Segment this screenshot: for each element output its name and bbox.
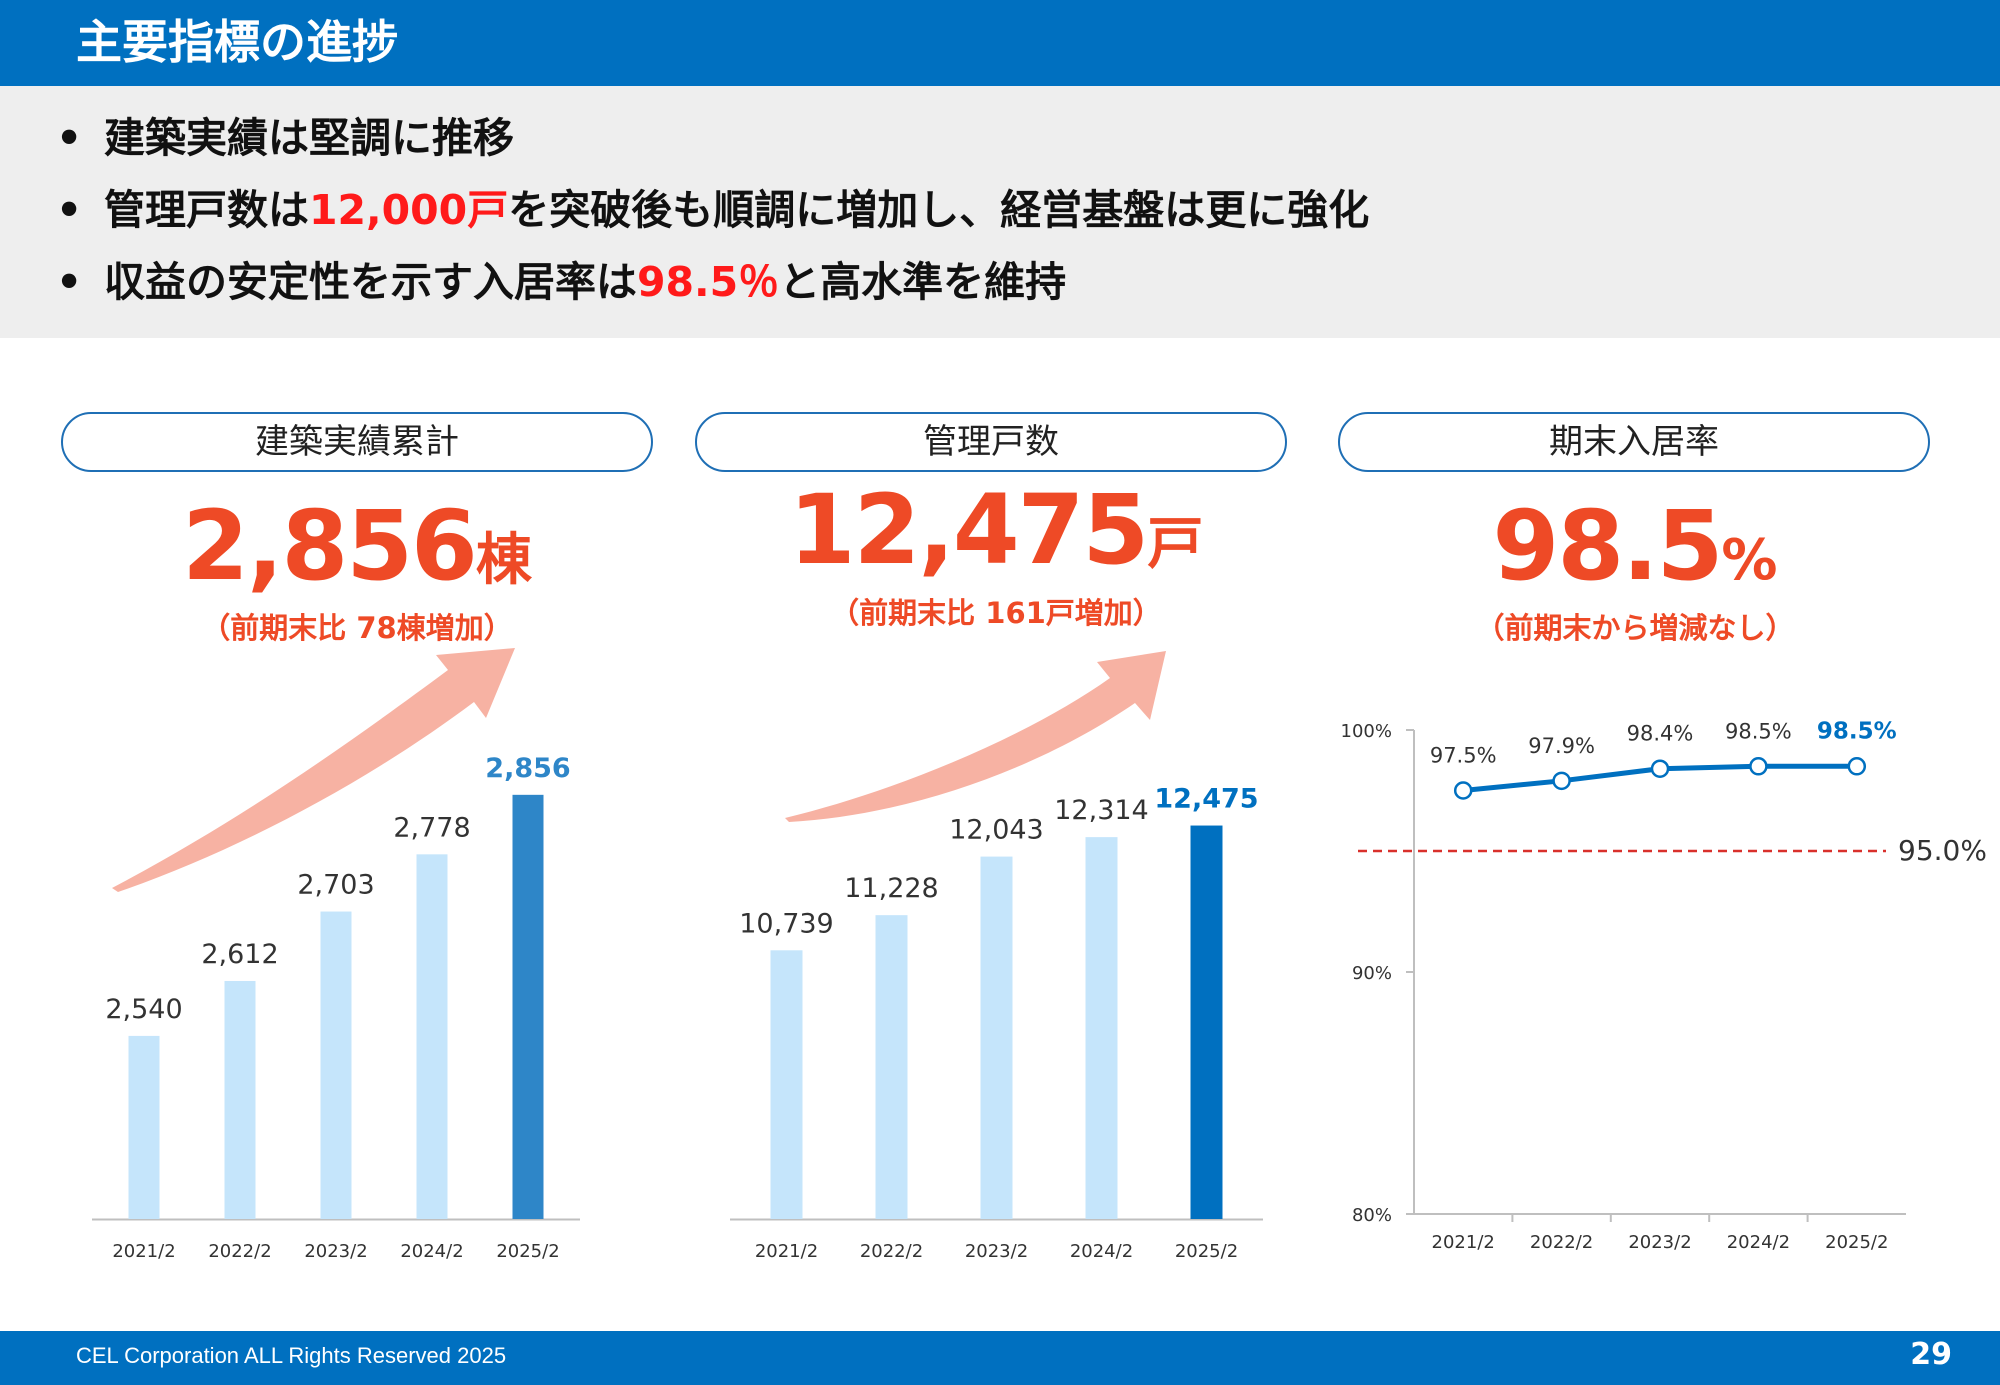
reference-line-label: 95.0%: [1898, 834, 1987, 867]
bullet-2: • 管理戸数は12,000戸を突破後も順調に増加し、経営基盤は更に強化: [56, 182, 1369, 238]
bar: [128, 1035, 160, 1219]
bullet-text: 管理戸数は: [104, 186, 309, 234]
summary-panel: • 建築実績は堅調に推移 • 管理戸数は12,000戸を突破後も順調に増加し、経営基…: [0, 86, 2000, 338]
data-label: 98.5%: [1817, 718, 1897, 744]
bar: [512, 794, 544, 1219]
data-label: 97.9%: [1528, 734, 1595, 758]
data-label: 2,778: [393, 812, 470, 843]
y-tick-label: 100%: [1341, 721, 1392, 742]
x-tick-label: 2025/2: [1825, 1232, 1888, 1253]
x-tick-label: 2023/2: [965, 1241, 1028, 1262]
managed-title-pill: 管理戸数: [695, 412, 1287, 472]
data-point: [1552, 771, 1571, 791]
managed-bar-chart: 10,739 2021/2 11,228 2022/2 12,043 2023/2 12,3…: [730, 784, 1263, 1262]
data-label: 98.5%: [1725, 719, 1792, 743]
managed-kpi: 12,475戸: [686, 474, 1306, 586]
bullet-highlight: 12,000戸: [309, 186, 509, 234]
data-label: 2,612: [201, 939, 278, 970]
page-number: 29: [1910, 1337, 1952, 1372]
x-tick-label: 2025/2: [1175, 1241, 1238, 1262]
construction-kpi-unit: 棟: [475, 528, 532, 593]
footer-copyright: CEL Corporation ALL Rights Reserved 2025: [76, 1343, 507, 1368]
bar: [875, 915, 908, 1219]
bar: [1085, 837, 1118, 1219]
bullet-highlight: 98.5％: [637, 258, 780, 306]
data-point: [1749, 757, 1768, 776]
x-tick-label: 2024/2: [1070, 1241, 1133, 1262]
occupancy-title-pill: 期末入居率: [1338, 412, 1930, 472]
construction-kpi-change: （前期末比 78棟増加）: [201, 611, 513, 645]
bullet-text: を突破後も順調に増加し、経営基盤は更に強化: [508, 186, 1370, 234]
x-tick-label: 2021/2: [112, 1241, 175, 1262]
occupancy-kpi: 98.5%: [1325, 490, 1945, 602]
construction-kpi: 2,856棟: [47, 490, 667, 602]
x-tick-label: 2025/2: [496, 1241, 559, 1262]
bullet-1: • 建築実績は堅調に推移: [56, 110, 514, 166]
growth-arrow-icon: [785, 651, 1166, 822]
data-point: [1847, 757, 1867, 776]
data-label: 12,043: [949, 815, 1043, 846]
data-point: [1650, 759, 1670, 778]
occupancy-kpi-value: 98.5: [1492, 490, 1724, 602]
y-tick-label: 90%: [1352, 963, 1392, 984]
data-label: 2,856: [485, 753, 570, 784]
bullet-3: • 収益の安定性を示す入居率は98.5％と高水準を維持: [56, 254, 1066, 310]
construction-kpi-value: 2,856: [182, 490, 478, 602]
bullet-text: 収益の安定性を示す入居率は: [104, 258, 637, 306]
managed-kpi-unit: 戸: [1147, 512, 1204, 577]
managed-kpi-value: 12,475: [788, 474, 1149, 586]
x-tick-label: 2022/2: [1530, 1232, 1593, 1253]
bar: [320, 911, 352, 1219]
bar: [770, 950, 803, 1219]
data-label: 2,540: [105, 994, 182, 1025]
construction-title-pill: 建築実績累計: [61, 412, 653, 472]
x-tick-label: 2022/2: [208, 1241, 271, 1262]
bullet-marker: •: [56, 114, 83, 162]
occupancy-kpi-unit: %: [1721, 528, 1778, 593]
x-tick-label: 2023/2: [304, 1241, 367, 1262]
data-label: 97.5%: [1430, 744, 1497, 768]
bullet-marker: •: [56, 186, 83, 234]
x-tick-label: 2021/2: [1432, 1232, 1495, 1253]
bar: [980, 856, 1013, 1219]
bar: [224, 980, 256, 1219]
occupancy-line-chart: 80% 90% 100% 95.0% 97.5% 2021/2 97.9% 2022/2 98.…: [1341, 718, 1987, 1253]
growth-arrow-icon: [112, 648, 515, 892]
managed-kpi-change: （前期末比 161戸増加）: [830, 596, 1162, 630]
data-label: 11,228: [844, 873, 938, 904]
charts-canvas: 2,540 2021/2 2,612 2022/2 2,703 2023/2 2,778 20…: [92, 648, 1987, 1262]
bullet-text: 建築実績は堅調に推移: [104, 114, 514, 162]
data-label: 10,739: [739, 908, 833, 939]
bar: [416, 854, 448, 1219]
data-point: [1453, 781, 1473, 800]
data-label: 2,703: [297, 870, 374, 901]
x-tick-label: 2021/2: [755, 1241, 818, 1262]
bullet-marker: •: [56, 258, 83, 306]
bar: [1190, 825, 1223, 1219]
data-label: 12,314: [1054, 795, 1148, 826]
x-tick-label: 2023/2: [1628, 1232, 1691, 1253]
y-tick-label: 80%: [1352, 1205, 1392, 1226]
header-bar: 主要指標の進捗: [0, 0, 2000, 86]
x-tick-label: 2022/2: [860, 1241, 923, 1262]
x-tick-label: 2024/2: [1727, 1232, 1790, 1253]
footer-bar: CEL Corporation ALL Rights Reserved 2025…: [0, 1331, 2000, 1385]
occupancy-kpi-change: （前期末から増減なし）: [1475, 611, 1795, 645]
page-title: 主要指標の進捗: [76, 15, 398, 69]
x-tick-label: 2024/2: [400, 1241, 463, 1262]
data-label: 12,475: [1154, 784, 1258, 815]
construction-bar-chart: 2,540 2021/2 2,612 2022/2 2,703 2023/2 2,778 20…: [92, 753, 580, 1262]
data-label: 98.4%: [1627, 722, 1694, 746]
bullet-text: と高水準を維持: [779, 258, 1067, 306]
